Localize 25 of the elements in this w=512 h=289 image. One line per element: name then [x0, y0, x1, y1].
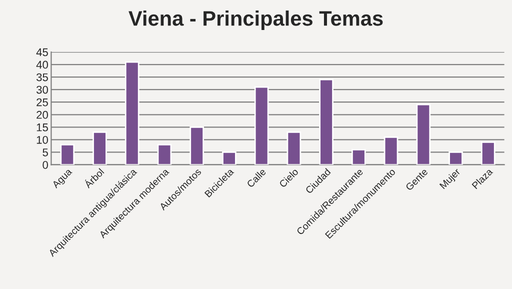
y-tick-label: 10 [36, 136, 48, 144]
bar [352, 149, 366, 165]
bar [124, 61, 140, 165]
bar [190, 126, 204, 165]
y-tick-label: 15 [36, 124, 48, 132]
y-tick-label: 20 [36, 110, 48, 119]
y-tick-label: 0 [42, 160, 48, 169]
bar [416, 104, 431, 165]
y-tick-label: 45 [36, 48, 48, 56]
bar [222, 152, 236, 165]
y-tick-label: 35 [36, 73, 48, 82]
y-tick-label: 40 [36, 60, 48, 69]
bar [480, 141, 496, 165]
y-tick-label: 30 [36, 86, 48, 94]
bar [60, 144, 75, 165]
y-tick-label: 25 [36, 98, 48, 106]
bar [254, 86, 269, 165]
bar [384, 136, 398, 165]
chart-title: Viena - Principales Temas [128, 10, 383, 30]
bar [157, 144, 172, 165]
y-tick-label: 5 [42, 148, 48, 156]
bar [448, 152, 463, 165]
bar [92, 131, 107, 165]
bar [319, 78, 334, 165]
bar [286, 131, 302, 165]
